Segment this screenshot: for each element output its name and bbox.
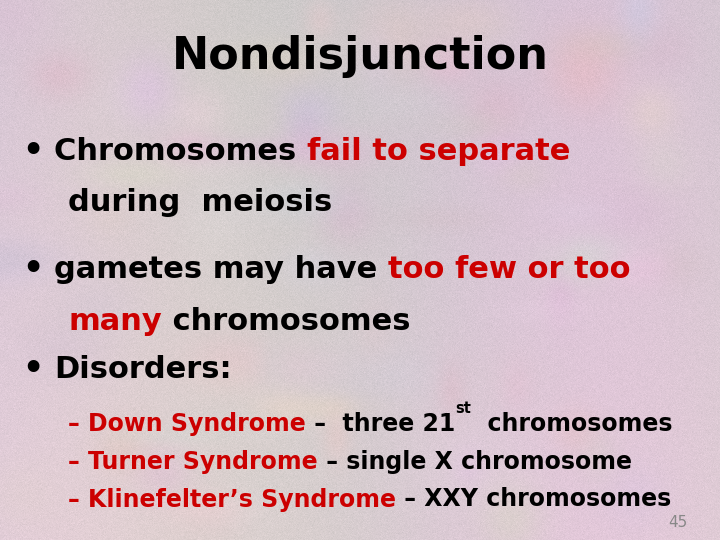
Text: Disorders:: Disorders: bbox=[54, 355, 232, 384]
Text: –  three 21: – three 21 bbox=[306, 412, 455, 436]
Text: Chromosomes: Chromosomes bbox=[54, 137, 307, 166]
Text: – single X chromosome: – single X chromosome bbox=[318, 450, 632, 474]
Text: 45: 45 bbox=[668, 515, 688, 530]
Text: st: st bbox=[455, 401, 472, 416]
Text: chromosomes: chromosomes bbox=[162, 307, 410, 336]
Text: – XXY chromosomes: – XXY chromosomes bbox=[397, 488, 672, 511]
Text: – Klinefelter’s Syndrome: – Klinefelter’s Syndrome bbox=[68, 488, 397, 511]
Text: chromosomes: chromosomes bbox=[472, 412, 672, 436]
Text: – Down Syndrome: – Down Syndrome bbox=[68, 412, 306, 436]
Text: during  meiosis: during meiosis bbox=[68, 188, 333, 217]
Text: Nondisjunction: Nondisjunction bbox=[171, 35, 549, 78]
Text: fail to separate: fail to separate bbox=[307, 137, 570, 166]
Text: •: • bbox=[22, 353, 43, 387]
Text: too few or too: too few or too bbox=[388, 255, 631, 285]
Text: many: many bbox=[68, 307, 162, 336]
Text: gametes may have: gametes may have bbox=[54, 255, 388, 285]
Text: – Turner Syndrome: – Turner Syndrome bbox=[68, 450, 318, 474]
Text: •: • bbox=[22, 253, 43, 287]
Text: •: • bbox=[22, 134, 43, 168]
